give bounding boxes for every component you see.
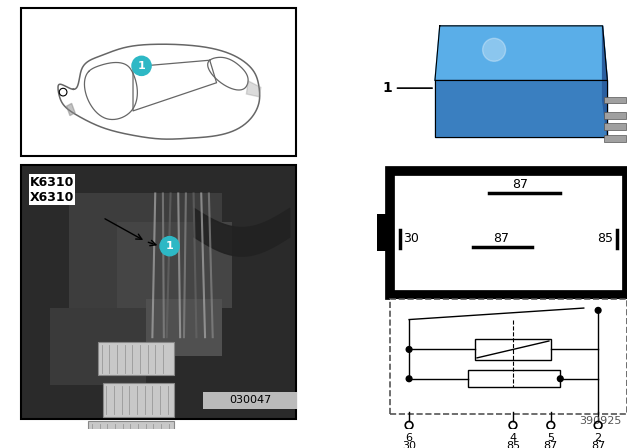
Bar <box>468 370 560 388</box>
Bar <box>376 214 392 251</box>
Polygon shape <box>67 103 75 116</box>
Bar <box>117 222 232 308</box>
Polygon shape <box>246 81 261 97</box>
Circle shape <box>557 376 563 382</box>
Circle shape <box>406 347 412 352</box>
Bar <box>475 339 551 360</box>
Text: 87: 87 <box>493 233 509 246</box>
Circle shape <box>483 39 506 61</box>
Text: 1: 1 <box>166 241 173 251</box>
Text: 30: 30 <box>403 233 419 246</box>
Text: K6310: K6310 <box>29 176 74 189</box>
Text: 87: 87 <box>512 178 528 191</box>
Bar <box>21 165 296 418</box>
Text: 030047: 030047 <box>229 396 271 405</box>
Polygon shape <box>603 26 607 137</box>
Bar <box>390 171 627 295</box>
Bar <box>605 123 625 129</box>
Bar <box>98 342 174 375</box>
Text: 6: 6 <box>406 433 413 443</box>
Polygon shape <box>435 26 607 81</box>
Text: 390925: 390925 <box>579 416 621 426</box>
Bar <box>390 299 627 414</box>
Circle shape <box>406 376 412 382</box>
Text: 5: 5 <box>547 433 554 443</box>
Circle shape <box>160 237 179 256</box>
Bar <box>69 194 222 308</box>
Text: 1: 1 <box>382 81 432 95</box>
Text: 30: 30 <box>402 441 416 448</box>
Bar <box>203 392 297 409</box>
Text: 85: 85 <box>506 441 520 448</box>
Bar <box>50 308 146 385</box>
Text: 1: 1 <box>138 61 145 71</box>
Text: 4: 4 <box>509 433 516 443</box>
Bar <box>605 97 625 103</box>
Bar <box>88 422 174 448</box>
Bar <box>102 383 174 417</box>
Bar <box>605 135 625 142</box>
Text: 2: 2 <box>595 433 602 443</box>
Bar <box>146 299 222 356</box>
Text: X6310: X6310 <box>29 191 74 204</box>
Text: 87: 87 <box>544 441 558 448</box>
Bar <box>605 112 625 119</box>
Text: 85: 85 <box>598 233 614 246</box>
Polygon shape <box>435 81 607 137</box>
Text: 87: 87 <box>591 441 605 448</box>
Bar <box>21 8 296 156</box>
Bar <box>625 214 640 251</box>
Circle shape <box>132 56 151 75</box>
Circle shape <box>595 307 601 313</box>
